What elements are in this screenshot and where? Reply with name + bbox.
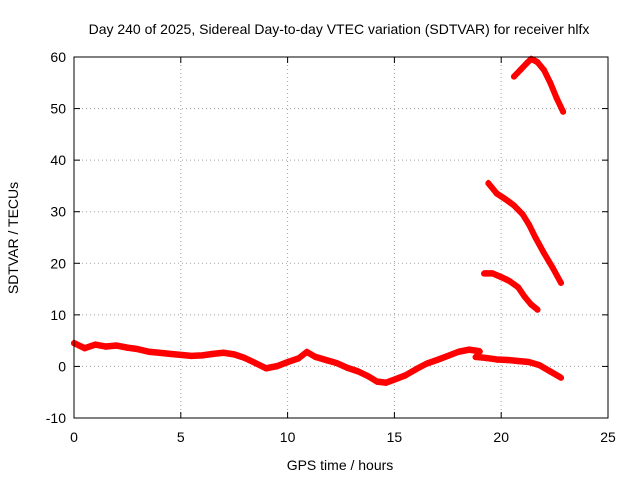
series-point xyxy=(103,343,109,350)
series-point xyxy=(199,352,206,359)
series-point xyxy=(511,73,517,80)
series-point xyxy=(220,350,227,356)
series-point xyxy=(323,357,329,364)
series-point xyxy=(374,378,381,385)
series-point xyxy=(423,360,430,367)
series-point xyxy=(515,284,522,291)
series-point xyxy=(485,180,492,187)
series-point xyxy=(135,346,142,353)
series-point xyxy=(515,358,522,365)
series-point xyxy=(558,279,564,286)
series-point xyxy=(188,353,195,360)
series-point xyxy=(466,346,473,353)
series-point xyxy=(528,301,535,308)
series-point xyxy=(333,360,340,367)
series-point xyxy=(526,359,532,366)
series-point xyxy=(493,356,500,363)
series-line-near-zero-band xyxy=(72,339,482,383)
series-point xyxy=(526,221,532,228)
series-point xyxy=(502,196,509,203)
series-point xyxy=(92,341,99,348)
y-tick-label: -10 xyxy=(46,410,66,426)
series-point xyxy=(209,351,216,358)
series-point xyxy=(124,344,131,351)
series-point xyxy=(489,270,496,277)
series-point xyxy=(303,349,310,355)
series-point xyxy=(81,345,88,352)
series-point xyxy=(558,374,564,381)
y-tick-label: 40 xyxy=(50,152,66,168)
series-point xyxy=(263,365,270,372)
y-axis-label: SDTVAR / TECUs xyxy=(5,182,21,294)
series-point xyxy=(560,108,567,115)
y-tick-label: 0 xyxy=(58,358,66,374)
series-point xyxy=(521,293,528,300)
series-line-near-zero xyxy=(71,340,483,386)
series-point xyxy=(481,270,488,277)
y-tick-label: 30 xyxy=(50,204,66,220)
series-point xyxy=(455,349,462,355)
series-line-upper-track-band xyxy=(486,179,563,283)
series-point xyxy=(156,350,163,356)
series-point xyxy=(113,342,120,349)
series-point xyxy=(284,359,291,366)
series-point xyxy=(534,306,541,313)
series-point xyxy=(295,355,302,362)
series-point xyxy=(519,211,526,218)
y-tick-label: 20 xyxy=(50,255,66,271)
series-point xyxy=(534,59,541,66)
series-point xyxy=(483,355,490,362)
chart-title: Day 240 of 2025, Sidereal Day-to-day VTE… xyxy=(89,21,590,37)
series-point xyxy=(252,360,259,367)
series-point xyxy=(528,56,535,63)
x-tick-label: 25 xyxy=(600,429,616,445)
series-point xyxy=(476,348,483,355)
series-point xyxy=(532,234,539,241)
x-tick-label: 20 xyxy=(493,429,509,445)
series-point xyxy=(498,274,505,281)
series-point xyxy=(511,202,517,209)
y-tick-label: 50 xyxy=(50,101,66,117)
series-point xyxy=(402,372,409,379)
x-tick-label: 10 xyxy=(280,429,296,445)
series-point xyxy=(472,354,479,361)
series-point xyxy=(312,354,319,361)
y-tick-label: 10 xyxy=(50,307,66,323)
series-point xyxy=(536,362,543,369)
series-point xyxy=(547,79,554,86)
series-point xyxy=(177,352,184,359)
series-point xyxy=(523,60,530,67)
y-tick-label: 60 xyxy=(50,49,66,65)
series-point xyxy=(517,66,524,73)
plot-frame xyxy=(73,56,609,419)
series-point xyxy=(241,355,248,362)
series-point xyxy=(273,363,280,370)
series-point xyxy=(547,368,554,375)
series-point xyxy=(365,373,372,380)
x-tick-label: 0 xyxy=(70,429,78,445)
plot-series xyxy=(71,55,567,386)
series-point xyxy=(167,351,174,358)
x-axis-label: GPS time / hours xyxy=(287,457,394,473)
series-point xyxy=(540,250,547,256)
series-point xyxy=(506,278,513,285)
series-point xyxy=(434,357,441,364)
series-point xyxy=(145,349,152,355)
series-point xyxy=(391,376,398,383)
series-point xyxy=(355,368,362,375)
series-point xyxy=(549,264,556,271)
x-tick-label: 15 xyxy=(387,429,403,445)
x-tick-label: 5 xyxy=(177,429,185,445)
series-point xyxy=(231,351,238,358)
series-point xyxy=(504,357,511,364)
series-point xyxy=(540,66,547,73)
series-point xyxy=(493,190,500,197)
series-point xyxy=(412,366,419,373)
series-point xyxy=(553,95,560,102)
series-point xyxy=(344,365,351,371)
series-point xyxy=(444,353,451,360)
series-point xyxy=(382,379,389,386)
